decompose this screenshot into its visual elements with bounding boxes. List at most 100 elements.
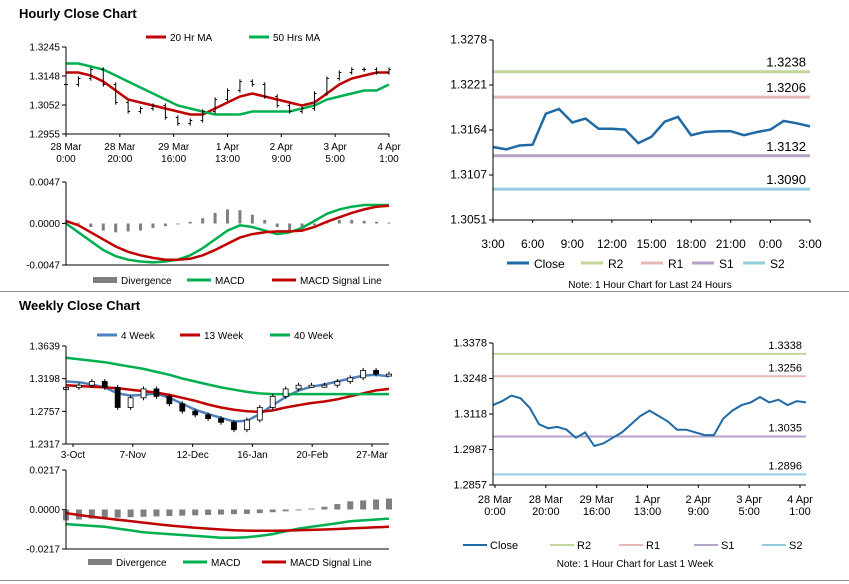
hourly-macd-divergence-bar [89, 223, 93, 228]
weekly-close-legend-label: S1 [721, 540, 734, 552]
weekly-close-x-tick-label: 5:00 [738, 506, 759, 518]
weekly-price-40-week-line [65, 356, 389, 396]
hourly-macd-divergence-bar [151, 223, 155, 228]
hourly-close-line [492, 107, 811, 151]
weekly-close-legend-label: R1 [646, 540, 660, 552]
weekly-macd-y-tick-label: 0.0000 [29, 505, 60, 516]
hourly-price-x-tick-label: 13:00 [215, 154, 240, 165]
weekly-price-y-tick-label: 1.2317 [29, 440, 60, 451]
weekly-macd-divergence-bar [321, 506, 328, 510]
weekly-price-x-tick-label: 7-Nov [119, 450, 146, 461]
weekly-close-x-tick-label: 1:00 [789, 506, 810, 518]
weekly-macd-divergence-bar [243, 509, 250, 514]
hourly-macd-divergence-bar [312, 223, 316, 226]
hourly-price-y-tick-label: 1.3052 [29, 101, 60, 112]
weekly-close-x-tick-label: 28 Mar [529, 494, 564, 506]
hourly-close-x-tick-label: 12:00 [597, 237, 627, 251]
weekly-close-x-tick-label: 13:00 [634, 506, 662, 518]
hourly-price-x-tick-label: 16:00 [161, 154, 186, 165]
hourly-macd-divergence-bar [114, 223, 118, 233]
hourly-macd-divergence-bar [101, 223, 105, 231]
weekly-macd-legend-swatch [88, 559, 112, 565]
weekly-close-legend-label: S2 [789, 540, 802, 552]
hourly-macd-divergence-bar [250, 214, 254, 224]
hourly-price-y-tick-label: 1.3245 [29, 43, 60, 54]
weekly-price-candle-candle [282, 388, 289, 397]
hourly-price-legend-label: 20 Hr MA [170, 33, 213, 44]
hourly-close-x-tick-label: 0:00 [759, 237, 783, 251]
hourly-price-x-tick-label: 9:00 [272, 154, 292, 165]
weekly-close-y-tick-label: 1.3378 [453, 338, 487, 350]
hourly-close-legend-label: S2 [770, 257, 785, 271]
weekly-price-candle-candle [127, 397, 134, 408]
hourly-macd-y-tick-label: 0.0000 [29, 219, 60, 230]
weekly-price-candle-candle [231, 421, 237, 431]
weekly-macd-divergence-bar [218, 509, 225, 515]
weekly-price-legend-label: 40 Week [294, 331, 334, 342]
hourly-macd-legend-label: Divergence [121, 276, 172, 287]
hourly-macd-divergence-bar [288, 223, 292, 231]
weekly-price-candle-candle [256, 407, 263, 421]
section-divider [0, 291, 849, 292]
weekly-close-level-label: 1.3338 [768, 340, 802, 352]
weekly-macd-divergence-bar [114, 509, 121, 518]
weekly-macd-divergence-bar [334, 504, 341, 510]
weekly-macd-legend-label: MACD [211, 558, 240, 569]
hourly-close-x-tick-label: 21:00 [716, 237, 746, 251]
weekly-macd-divergence-bar [230, 509, 237, 515]
hourly-macd-macd-line [65, 203, 389, 264]
weekly-price-y-tick-label: 1.3639 [29, 342, 60, 353]
hourly-price-x-tick-label: 5:00 [325, 154, 345, 165]
weekly-price-candle-candle [76, 384, 82, 388]
hourly-macd-divergence-bar [337, 219, 341, 224]
weekly-macd-divergence-bar [140, 509, 147, 517]
weekly-price-y-tick-label: 1.2757 [29, 407, 60, 418]
weekly-close-y-tick-label: 1.2857 [453, 480, 487, 492]
hourly-macd-legend-label: MACD Signal Line [300, 276, 382, 287]
weekly-close-x-tick-label: 3 Apr [736, 494, 762, 506]
weekly-macd-divergence-bar [386, 498, 392, 510]
weekly-price-candle-candle [153, 388, 160, 397]
weekly-close-x-tick-label: 29 Mar [580, 494, 615, 506]
weekly-macd-divergence-bar [282, 509, 289, 512]
weekly-section-title: Weekly Close Chart [19, 298, 141, 313]
weekly-close-x-tick-label: 4 Apr [787, 494, 813, 506]
weekly-price-y-tick-label: 1.3198 [29, 374, 60, 385]
weekly-price-x-tick-label: 27-Mar [356, 450, 388, 461]
weekly-close-x-tick-label: 0:00 [484, 506, 505, 518]
hourly-price-x-tick-label: 1:00 [379, 154, 399, 165]
hourly-macd-divergence-bar [126, 223, 130, 232]
weekly-price-candle-candle [101, 381, 108, 388]
weekly-close-y-tick-label: 1.3248 [453, 373, 487, 385]
weekly-macd-divergence-bar [256, 509, 263, 514]
hourly-macd-legend-swatch [93, 277, 117, 283]
hourly-price-20-hr-ma-line [66, 71, 389, 116]
hourly-close-x-tick-label: 9:00 [561, 237, 585, 251]
hourly-close-y-tick-label: 1.3278 [450, 33, 487, 47]
weekly-price-candle-candle [347, 377, 354, 382]
weekly-close-level-label: 1.2896 [768, 460, 802, 472]
hourly-macd-divergence-bar [76, 222, 80, 224]
weekly-price-candle-candle [334, 381, 341, 386]
weekly-price-candle-candle [218, 418, 224, 423]
hourly-close-y-tick-label: 1.3051 [450, 213, 487, 227]
weekly-price-candle-candle [360, 369, 367, 379]
weekly-price-candle-candle [205, 414, 212, 419]
weekly-macd-legend-label: MACD Signal Line [290, 558, 372, 569]
hourly-price-x-tick-label: 20:00 [107, 154, 132, 165]
hourly-macd-divergence-bar [387, 222, 391, 224]
hourly-price-x-tick-label: 4 Apr [377, 142, 401, 153]
weekly-price-x-tick-label: 12-Dec [176, 450, 208, 461]
weekly-price-legend-label: 4 Week [121, 331, 156, 342]
weekly-close-line [492, 394, 807, 448]
weekly-close-x-tick-label: 16:00 [583, 506, 611, 518]
hourly-macd-divergence-bar [226, 209, 229, 224]
weekly-macd-divergence-bar [101, 509, 108, 519]
weekly-price-legend-label: 13 Week [204, 331, 244, 342]
weekly-macd-divergence-bar [269, 509, 276, 513]
weekly-macd-y-tick-label: -0.0217 [26, 545, 60, 556]
hourly-macd-y-tick-label: -0.0047 [26, 261, 60, 272]
hourly-macd-divergence-bar [163, 223, 167, 227]
hourly-price-x-tick-label: 29 Mar [158, 142, 190, 153]
hourly-macd-divergence-bar [350, 219, 354, 224]
